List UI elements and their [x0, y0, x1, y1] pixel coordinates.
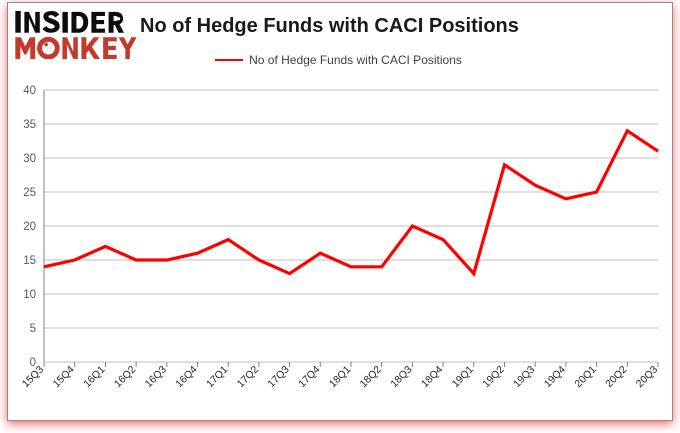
svg-text:17Q4: 17Q4 — [297, 364, 323, 390]
svg-text:18Q2: 18Q2 — [358, 364, 384, 390]
svg-text:35: 35 — [23, 119, 36, 131]
svg-text:19Q1: 19Q1 — [450, 364, 476, 390]
svg-text:40: 40 — [23, 85, 36, 97]
svg-text:18Q1: 18Q1 — [328, 364, 354, 390]
svg-text:19Q4: 19Q4 — [542, 364, 568, 390]
svg-text:16Q1: 16Q1 — [82, 364, 108, 390]
svg-text:10: 10 — [23, 289, 36, 301]
svg-text:19Q3: 19Q3 — [512, 364, 538, 390]
svg-text:20Q3: 20Q3 — [635, 364, 661, 390]
svg-text:5: 5 — [30, 323, 36, 335]
svg-text:30: 30 — [23, 153, 36, 165]
svg-text:18Q4: 18Q4 — [420, 364, 446, 390]
svg-text:17Q1: 17Q1 — [205, 364, 231, 390]
svg-text:18Q3: 18Q3 — [389, 364, 415, 390]
svg-text:16Q3: 16Q3 — [143, 364, 169, 390]
svg-text:25: 25 — [23, 187, 36, 199]
svg-text:16Q2: 16Q2 — [113, 364, 139, 390]
svg-text:20Q2: 20Q2 — [604, 364, 630, 390]
svg-text:15: 15 — [23, 255, 36, 267]
svg-text:15Q3: 15Q3 — [21, 364, 47, 390]
svg-text:16Q4: 16Q4 — [174, 364, 200, 390]
svg-text:15Q4: 15Q4 — [51, 364, 77, 390]
svg-text:19Q2: 19Q2 — [481, 364, 507, 390]
svg-text:20Q1: 20Q1 — [573, 364, 599, 390]
svg-text:17Q2: 17Q2 — [235, 364, 261, 390]
svg-text:20: 20 — [23, 221, 36, 233]
svg-text:17Q3: 17Q3 — [266, 364, 292, 390]
